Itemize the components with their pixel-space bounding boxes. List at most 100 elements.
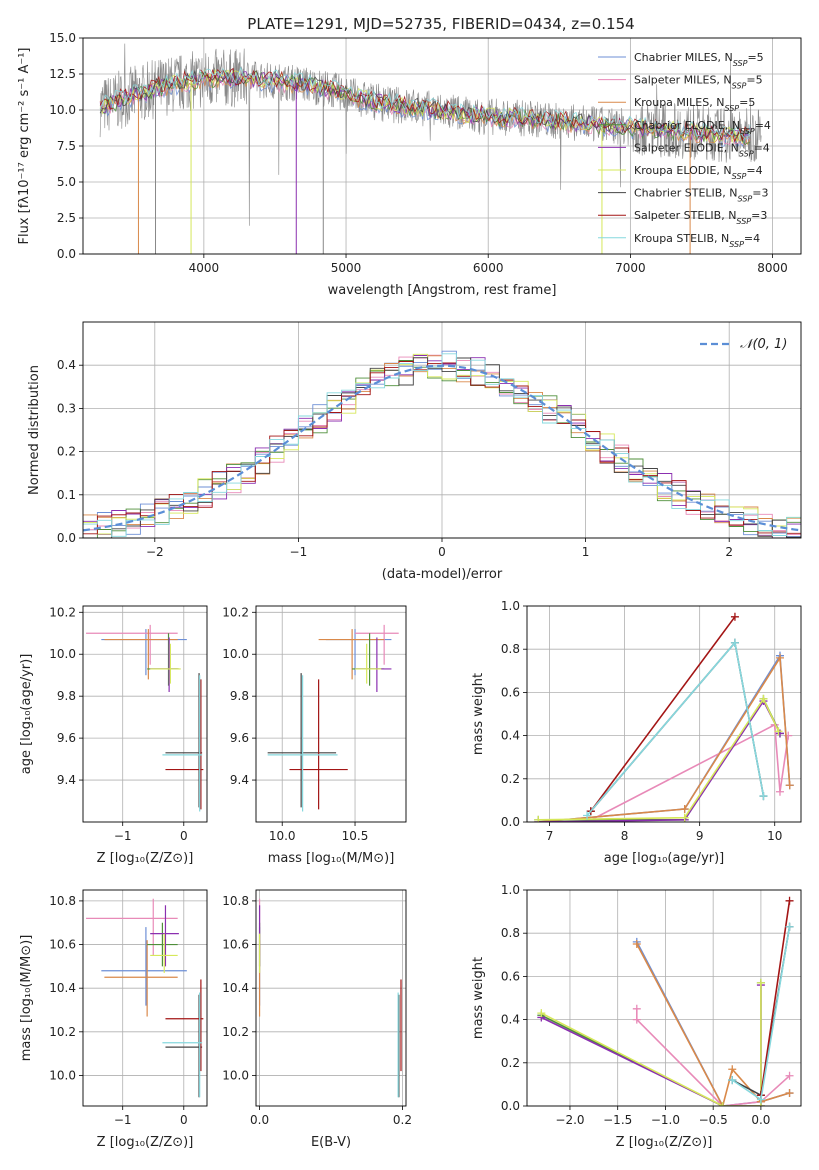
marker-kroupa_stelib — [759, 792, 768, 801]
axes-frame — [82, 889, 208, 1107]
error-bars — [258, 898, 402, 1098]
y-axis-label: mass [log₁₀(M/M⊙)] — [19, 935, 34, 1062]
marker-kroupa_miles — [785, 781, 794, 790]
marker-kroupa_elodie — [718, 1102, 727, 1106]
x-tick-label: −1.5 — [603, 1113, 632, 1127]
series-kroupa_elodie — [538, 697, 780, 821]
y-tick-label: 10.8 — [222, 894, 249, 908]
x-tick-label: 6000 — [473, 261, 504, 275]
model-spectrum-kroupa_elodie — [99, 69, 751, 144]
x-tick-label: 0 — [180, 1113, 188, 1127]
y-tick-label: 9.6 — [57, 731, 76, 745]
panel-3: 10.0 10.5 9.4 9.6 9.8 10.0 10.2 mass [log₁₀(M/M… — [222, 605, 407, 866]
y-tick-label: 9.6 — [230, 731, 249, 745]
x-tick-label: 8 — [621, 829, 629, 843]
x-tick-label: −1.0 — [651, 1113, 680, 1127]
y-tick-label: 10.6 — [49, 938, 76, 952]
marker-kroupa_stelib — [728, 1076, 737, 1085]
y-tick-label: 0.0 — [57, 531, 76, 545]
panel-6: 0.0 0.2 10.0 10.2 10.4 10.6 10.8 E(B-V) — [222, 889, 412, 1150]
x-axis-label: wavelength [Angstrom, rest frame] — [328, 283, 557, 298]
x-axis-label: Z [log₁₀(Z/Z⊙)] — [97, 851, 194, 866]
y-tick-label: 0.2 — [57, 445, 76, 459]
x-tick-label: 0.0 — [751, 1113, 770, 1127]
series-kroupa_elodie — [540, 982, 762, 1106]
y-tick-label: 10.0 — [222, 647, 249, 661]
x-axis-label: mass [log₁₀(M/M⊙)] — [268, 851, 395, 866]
marker-kroupa_miles — [785, 1089, 794, 1098]
x-tick-label: 9 — [696, 829, 704, 843]
x-tick-label: 0.2 — [393, 1113, 412, 1127]
marker-kroupa_elodie — [680, 813, 689, 822]
axes-frame — [526, 889, 802, 1107]
x-tick-label: 7000 — [615, 261, 646, 275]
y-tick-label: 10.2 — [222, 1025, 249, 1039]
legend: 𝒩(0, 1) — [700, 337, 787, 352]
y-tick-label: 0.4 — [501, 1013, 520, 1027]
x-axis-label: (data-model)/error — [382, 567, 503, 582]
marker-salpeter_miles — [632, 1015, 641, 1024]
axes-frame — [82, 321, 802, 539]
y-tick-label: 0.6 — [501, 685, 520, 699]
marker-kroupa_elodie — [756, 978, 765, 987]
y-tick-label: 10.8 — [49, 894, 76, 908]
y-tick-label: 9.8 — [230, 689, 249, 703]
marker-salpeter_miles — [785, 1071, 794, 1080]
x-tick-label: 10.5 — [342, 829, 369, 843]
y-tick-label: 10.4 — [49, 981, 76, 995]
series-chabrier_elodie — [538, 697, 781, 821]
histograms — [83, 350, 801, 538]
error-bars — [267, 624, 399, 812]
y-tick-label: 10.0 — [49, 647, 76, 661]
axes-frame — [82, 605, 208, 823]
legend-entry: Salpeter STELIB, NSSP=3 — [634, 209, 767, 226]
x-tick-label: 10.0 — [269, 829, 296, 843]
mass-weight-lines — [534, 612, 794, 822]
marker-kroupa_miles — [728, 1065, 737, 1074]
y-axis-label: mass weight — [471, 673, 486, 755]
x-tick-label: 2 — [725, 545, 733, 559]
panel-4: 7 8 9 10 0.0 0.2 0.4 0.6 0.8 1.0 age [log₁₀(age/yr… — [471, 599, 802, 866]
marker-salpeter_stelib — [785, 896, 794, 905]
y-tick-label: 0.2 — [501, 772, 520, 786]
y-tick-label: 2.5 — [57, 211, 76, 225]
y-tick-label: 10.0 — [222, 1068, 249, 1082]
y-axis-label: mass weight — [471, 957, 486, 1039]
y-tick-label: 0.3 — [57, 401, 76, 415]
marker-kroupa_elodie — [759, 694, 768, 703]
series-chabrier_miles — [538, 653, 791, 822]
y-tick-label: 0.4 — [57, 358, 76, 372]
y-tick-label: 0.0 — [501, 815, 520, 829]
mass-weight-lines — [537, 896, 794, 1106]
series-salpeter_miles — [586, 723, 789, 822]
x-tick-label: 0 — [180, 829, 188, 843]
axes-frame — [526, 605, 802, 823]
legend-entry: Chabrier MILES, NSSP=5 — [634, 51, 764, 68]
normal-curve — [83, 364, 801, 532]
legend-entry: Salpeter MILES, NSSP=5 — [634, 74, 763, 91]
x-tick-label: −1 — [290, 545, 308, 559]
x-tick-label: −2 — [146, 545, 164, 559]
error-bars — [86, 624, 204, 812]
legend-entry: Kroupa STELIB, NSSP=4 — [634, 232, 760, 249]
x-tick-label: 5000 — [331, 261, 362, 275]
x-tick-label: 0.0 — [250, 1113, 269, 1127]
y-axis-label: Normed distribution — [27, 365, 42, 495]
axes-frame — [82, 37, 802, 255]
marker-kroupa_stelib — [756, 1095, 765, 1104]
x-tick-label: 8000 — [757, 261, 788, 275]
axes-frame — [255, 605, 407, 823]
series-kroupa_miles — [538, 655, 791, 822]
legend-entry: Chabrier STELIB, NSSP=3 — [634, 187, 768, 204]
marker-kroupa_miles — [680, 805, 689, 814]
legend-entry: Salpeter ELODIE, NSSP=4 — [634, 141, 770, 158]
marker-kroupa_elodie — [537, 1009, 546, 1018]
x-tick-label: 4000 — [189, 261, 220, 275]
legend-entry: 𝒩(0, 1) — [740, 337, 787, 352]
x-tick-label: −1 — [114, 1113, 132, 1127]
y-axis-label: Flux [fλ10⁻¹⁷ erg cm⁻² s⁻¹ A⁻¹] — [17, 48, 32, 245]
y-tick-label: 0.1 — [57, 488, 76, 502]
y-tick-label: 0.4 — [501, 729, 520, 743]
legend-entry: Kroupa MILES, NSSP=5 — [634, 96, 755, 113]
